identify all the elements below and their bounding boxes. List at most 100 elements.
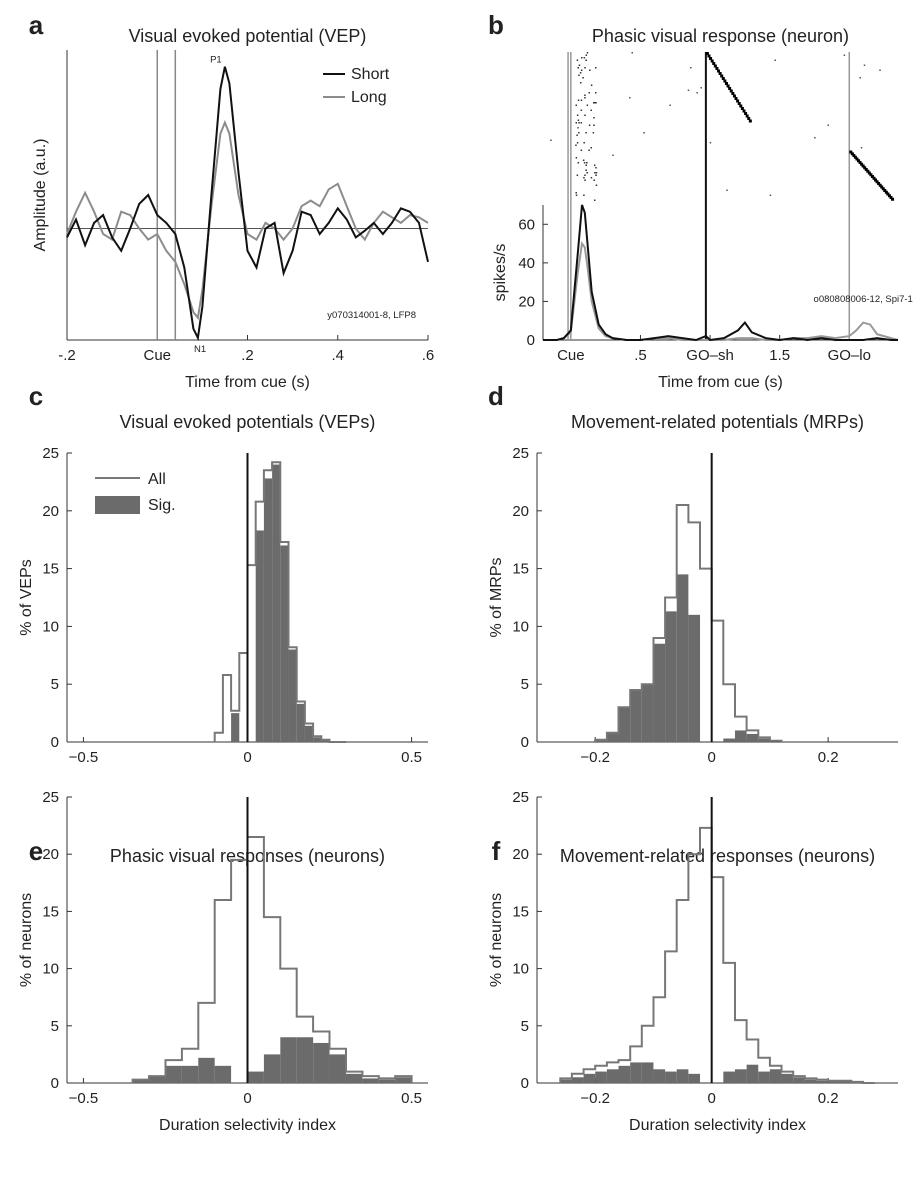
y-tick-label: 60	[518, 216, 535, 233]
raster-go-marker	[855, 157, 859, 161]
x-tick-label: 0	[708, 1090, 716, 1107]
histogram-bar-sig	[329, 1054, 346, 1083]
raster-spike	[687, 89, 690, 91]
raster-spike	[579, 82, 582, 84]
x-tick-label: .4	[331, 347, 344, 364]
raster-go-marker	[866, 169, 870, 173]
histogram-bar-sig	[769, 1069, 782, 1083]
raster-go-marker	[736, 99, 740, 103]
y-tick-label: 40	[518, 255, 535, 272]
histogram-bar-sig	[688, 1073, 701, 1083]
raster-go-marker	[860, 162, 864, 166]
y-axis-label: % of neurons	[488, 893, 505, 987]
histogram-bar-sig	[263, 478, 273, 742]
raster-go-marker	[863, 166, 867, 170]
raster-spike	[583, 177, 585, 179]
peak-label: N1	[194, 344, 206, 355]
y-tick-label: 10	[42, 618, 59, 635]
raster-spike	[590, 109, 592, 111]
raster-spike	[594, 172, 596, 174]
raster-spike	[578, 74, 580, 76]
raster-spike	[580, 57, 583, 59]
y-tick-label: 15	[512, 903, 529, 920]
raster-go-marker	[747, 117, 751, 120]
chart-title: Phasic visual response (neuron)	[592, 26, 849, 46]
x-tick-label: 0.5	[401, 749, 422, 766]
panel-e: −0.5 0 0.5 0 5 10 15 20 25 % of neurons Duration s…	[18, 789, 428, 1134]
raster-spike	[586, 172, 588, 174]
raster-spike	[586, 104, 589, 106]
raster-spike	[577, 119, 580, 121]
legend-label: Short	[351, 66, 390, 83]
y-tick-label: 0	[521, 734, 529, 751]
raster-spike	[593, 117, 595, 119]
histogram-bar-sig	[758, 738, 770, 742]
y-axis-label: spikes/s	[492, 244, 509, 302]
raster-spike	[580, 69, 583, 71]
raster-go-marker	[709, 57, 713, 60]
raster-go-marker	[886, 192, 890, 196]
raster-spike	[580, 149, 583, 151]
y-tick-label: 0	[51, 1075, 59, 1092]
series-line-short	[543, 204, 898, 342]
y-tick-label: 25	[512, 445, 529, 462]
raster-go-marker	[745, 114, 749, 118]
raster-go-marker	[877, 182, 881, 185]
raster-spike	[700, 87, 702, 89]
y-tick-label: 10	[42, 961, 59, 978]
raster-spike	[593, 124, 595, 126]
raster-spike	[580, 109, 583, 111]
histogram-bar-sig	[676, 574, 689, 742]
raster-spike	[594, 92, 597, 94]
y-tick-label: 10	[512, 618, 529, 635]
y-tick-label: 15	[512, 561, 529, 578]
peak-label: P1	[210, 55, 222, 66]
raster-spike	[669, 104, 671, 106]
y-axis-label: % of VEPs	[18, 559, 35, 635]
raster-go-marker	[889, 196, 893, 199]
histogram-bar-sig	[280, 1037, 297, 1083]
histogram-bar-sig	[746, 733, 759, 742]
chart-title: Visual evoked potentials (VEPs)	[120, 412, 376, 432]
raster-spike	[577, 162, 580, 164]
chart-title: Movement-related responses (neurons)	[560, 846, 875, 866]
histogram-bar-sig	[280, 545, 289, 742]
raster-spike	[585, 169, 587, 171]
raster-go-marker	[732, 94, 736, 98]
raster-go-marker	[857, 159, 861, 163]
histogram-bar-sig	[688, 614, 701, 742]
raster-spike	[575, 194, 578, 196]
raster-go-marker	[869, 173, 873, 177]
raster-spike	[843, 54, 846, 56]
raster-go-marker	[728, 87, 732, 90]
raster-spike	[584, 179, 586, 181]
x-axis-label: Time from cue (s)	[658, 374, 783, 391]
y-tick-label: 20	[518, 293, 535, 310]
raster-spike	[590, 177, 593, 179]
series-line-long	[66, 119, 429, 321]
raster-spike	[863, 64, 866, 66]
raster-spike	[592, 102, 595, 104]
raster-spike	[594, 67, 597, 69]
panel-label: a	[29, 10, 44, 40]
panel-label: d	[488, 381, 504, 411]
raster-spike	[827, 124, 829, 126]
x-tick-label: Cue	[557, 347, 585, 364]
raster-go-marker	[852, 154, 856, 157]
raster-go-marker	[721, 77, 725, 80]
raster-go-marker	[891, 197, 895, 201]
raster-spike	[578, 132, 580, 134]
raster-spike	[726, 189, 728, 191]
raster-spike	[593, 179, 595, 181]
raster-go-marker	[731, 92, 735, 95]
raster-go-marker	[729, 89, 733, 93]
histogram-bar-sig	[781, 1073, 794, 1083]
histogram-outline-all	[213, 461, 346, 743]
legend-label: Long	[351, 89, 387, 106]
histogram-bar-sig	[816, 1080, 829, 1083]
panel-label: b	[488, 10, 504, 40]
histogram-bar-sig	[231, 713, 240, 742]
x-tick-label: Cue	[143, 347, 171, 364]
legend-label-sig: Sig.	[148, 497, 176, 514]
y-tick-label: 15	[42, 561, 59, 578]
